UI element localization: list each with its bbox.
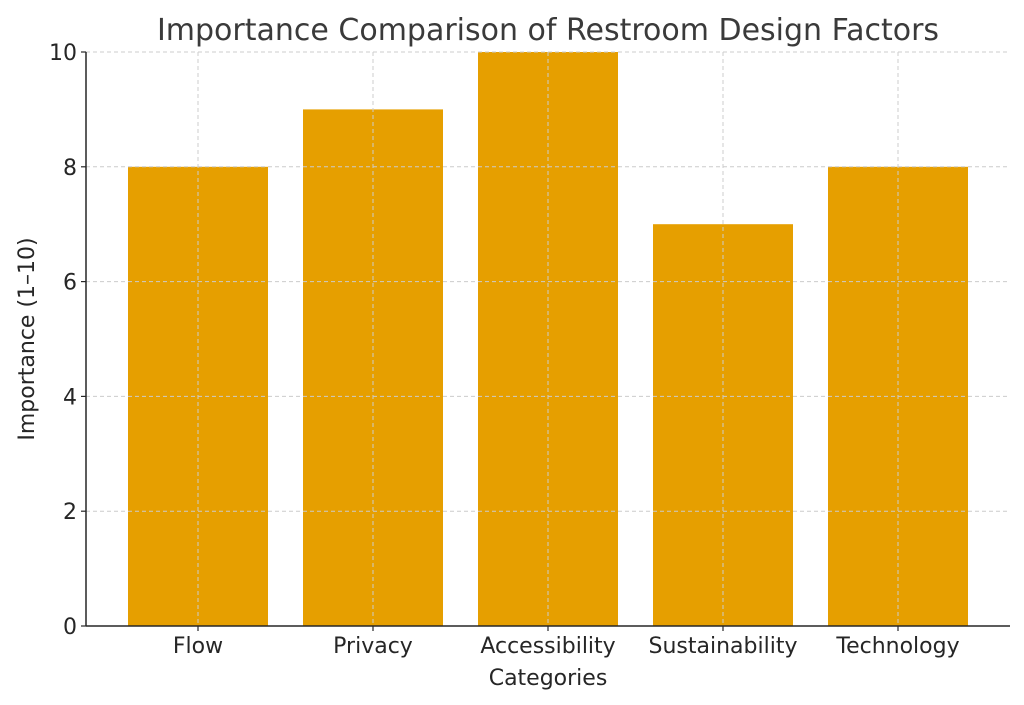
y-tick-label: 4: [63, 385, 77, 410]
x-tick-label: Technology: [835, 634, 959, 659]
x-tick-label: Flow: [173, 634, 223, 659]
y-tick-label: 2: [63, 500, 77, 525]
x-tick-label: Privacy: [333, 634, 413, 659]
y-tick-label: 0: [63, 615, 77, 640]
x-axis-label: Categories: [489, 666, 608, 691]
x-tick-label: Accessibility: [480, 634, 615, 659]
y-axis-label: Importance (1–10): [15, 237, 40, 440]
y-tick-label: 10: [49, 41, 77, 66]
chart-title: Importance Comparison of Restroom Design…: [157, 13, 939, 48]
y-tick-label: 8: [63, 156, 77, 181]
y-tick-label: 6: [63, 271, 77, 296]
x-tick-label: Sustainability: [649, 634, 798, 659]
axes: Flow Privacy Accessibility Sustainability Te…: [49, 41, 1010, 659]
gridlines: [86, 51, 1010, 626]
